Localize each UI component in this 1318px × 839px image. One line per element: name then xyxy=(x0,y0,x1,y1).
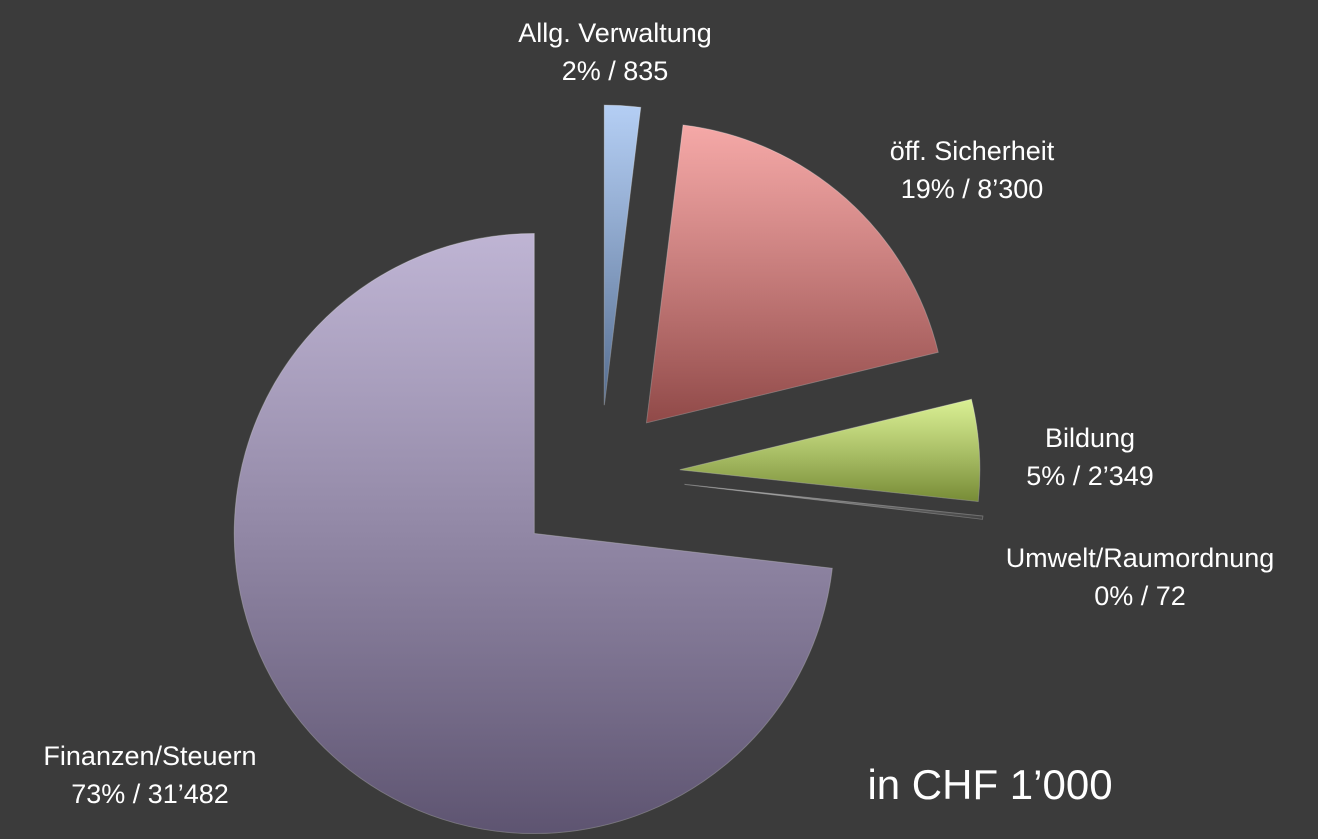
slice-label: Allg. Verwaltung xyxy=(518,18,712,48)
slice-value-label: 73% / 31’482 xyxy=(71,779,229,809)
slice-label: Finanzen/Steuern xyxy=(43,741,256,771)
slice-label: Umwelt/Raumordnung xyxy=(1006,543,1275,573)
slice-value-label: 0% / 72 xyxy=(1094,581,1186,611)
slice-value-label: 5% / 2’349 xyxy=(1026,461,1154,491)
slice-value-label: 19% / 8’300 xyxy=(901,174,1044,204)
slice-label: Bildung xyxy=(1045,423,1135,453)
annotation: in CHF 1’000 xyxy=(867,761,1112,808)
slice-label: öff. Sicherheit xyxy=(890,136,1055,166)
slice-value-label: 2% / 835 xyxy=(562,56,669,86)
